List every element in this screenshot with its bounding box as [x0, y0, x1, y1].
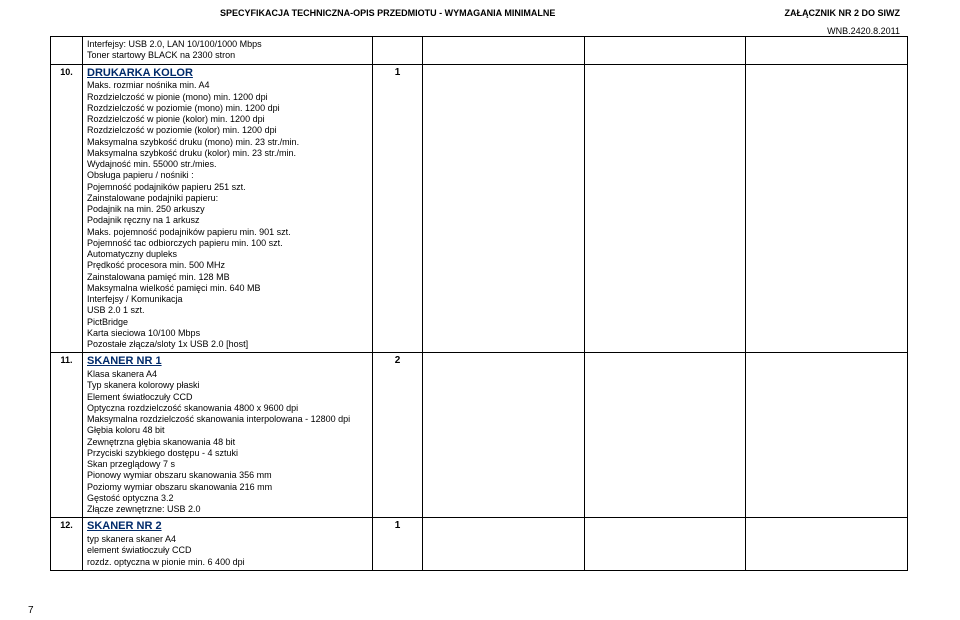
description-line: Toner startowy BLACK na 2300 stron	[87, 50, 368, 61]
row-empty-cell	[423, 64, 585, 353]
row-empty-cell	[584, 518, 746, 571]
description-line: Zainstalowane podajniki papieru:	[87, 193, 368, 204]
description-line: Maksymalna szybkość druku (kolor) min. 2…	[87, 148, 368, 159]
row-qty-cell: 1	[373, 518, 423, 571]
row-description-cell: SKANER NR 1Klasa skanera A4Typ skanera k…	[83, 353, 373, 518]
description-line: Maksymalna rozdzielczość skanowania inte…	[87, 414, 368, 425]
row-empty-cell	[746, 518, 908, 571]
row-number-cell	[51, 37, 83, 65]
description-line: Maksymalna wielkość pamięci min. 640 MB	[87, 283, 368, 294]
description-line: Poziomy wymiar obszaru skanowania 216 mm	[87, 482, 368, 493]
row-qty-cell	[373, 37, 423, 65]
description-line: Podajnik na min. 250 arkuszy	[87, 204, 368, 215]
description-line: Wydajność min. 55000 str./mies.	[87, 159, 368, 170]
section-title: SKANER NR 2	[87, 520, 368, 534]
table-row: 11.SKANER NR 1Klasa skanera A4Typ skaner…	[51, 353, 908, 518]
row-empty-cell	[746, 353, 908, 518]
description-line: Interfejsy / Komunikacja	[87, 294, 368, 305]
description-line: Głębia koloru 48 bit	[87, 425, 368, 436]
row-empty-cell	[584, 37, 746, 65]
row-qty-cell: 2	[373, 353, 423, 518]
description-line: Rozdzielczość w poziomie (kolor) min. 12…	[87, 125, 368, 136]
description-line: Pionowy wymiar obszaru skanowania 356 mm	[87, 470, 368, 481]
header-left: SPECYFIKACJA TECHNICZNA-OPIS PRZEDMIOTU …	[220, 8, 555, 18]
row-description-cell: DRUKARKA KOLORMaks. rozmiar nośnika min.…	[83, 64, 373, 353]
table-row: 10.DRUKARKA KOLORMaks. rozmiar nośnika m…	[51, 64, 908, 353]
description-line: Maksymalna szybkość druku (mono) min. 23…	[87, 137, 368, 148]
row-empty-cell	[584, 64, 746, 353]
description-line: Optyczna rozdzielczość skanowania 4800 x…	[87, 403, 368, 414]
description-line: Rozdzielczość w pionie (kolor) min. 1200…	[87, 114, 368, 125]
row-description-cell: SKANER NR 2typ skanera skaner A4element …	[83, 518, 373, 571]
description-line: Pojemność podajników papieru 251 szt.	[87, 182, 368, 193]
row-qty-cell: 1	[373, 64, 423, 353]
row-number-cell: 10.	[51, 64, 83, 353]
description-line: Karta sieciowa 10/100 Mbps	[87, 328, 368, 339]
row-description-cell: Interfejsy: USB 2.0, LAN 10/100/1000 Mbp…	[83, 37, 373, 65]
spec-table: Interfejsy: USB 2.0, LAN 10/100/1000 Mbp…	[50, 36, 908, 571]
description-line: Automatyczny dupleks	[87, 249, 368, 260]
row-empty-cell	[423, 353, 585, 518]
row-number-cell: 12.	[51, 518, 83, 571]
description-line: Pojemność tac odbiorczych papieru min. 1…	[87, 238, 368, 249]
description-line: Element światłoczuły CCD	[87, 392, 368, 403]
description-line: Typ skanera kolorowy płaski	[87, 380, 368, 391]
description-line: Pozostałe złącza/sloty 1x USB 2.0 [host]	[87, 339, 368, 350]
section-title: DRUKARKA KOLOR	[87, 67, 368, 81]
description-line: Rozdzielczość w poziomie (mono) min. 120…	[87, 103, 368, 114]
description-line: Zewnętrzna głębia skanowania 48 bit	[87, 437, 368, 448]
description-line: Gęstość optyczna 3.2	[87, 493, 368, 504]
description-line: Zainstalowana pamięć min. 128 MB	[87, 272, 368, 283]
description-line: typ skanera skaner A4	[87, 534, 368, 545]
description-line: USB 2.0 1 szt.	[87, 305, 368, 316]
header-right: ZAŁĄCZNIK NR 2 DO SIWZ	[785, 8, 901, 18]
section-title: SKANER NR 1	[87, 355, 368, 369]
row-empty-cell	[584, 353, 746, 518]
row-number-cell: 11.	[51, 353, 83, 518]
row-empty-cell	[746, 37, 908, 65]
table-row: Interfejsy: USB 2.0, LAN 10/100/1000 Mbp…	[51, 37, 908, 65]
description-line: Złącze zewnętrzne: USB 2.0	[87, 504, 368, 515]
table-row: 12.SKANER NR 2typ skanera skaner A4eleme…	[51, 518, 908, 571]
page-number: 7	[28, 605, 34, 616]
description-line: element światłoczuły CCD	[87, 545, 368, 556]
description-line: Podajnik ręczny na 1 arkusz	[87, 215, 368, 226]
header-date: WNB.2420.8.2011	[827, 26, 900, 36]
description-line: Obsługa papieru / nośniki :	[87, 170, 368, 181]
row-empty-cell	[423, 37, 585, 65]
description-line: Rozdzielczość w pionie (mono) min. 1200 …	[87, 92, 368, 103]
row-empty-cell	[746, 64, 908, 353]
description-line: Interfejsy: USB 2.0, LAN 10/100/1000 Mbp…	[87, 39, 368, 50]
description-line: Skan przeglądowy 7 s	[87, 459, 368, 470]
spec-table-wrap: Interfejsy: USB 2.0, LAN 10/100/1000 Mbp…	[50, 36, 908, 571]
row-empty-cell	[423, 518, 585, 571]
description-line: Maks. pojemność podajników papieru min. …	[87, 227, 368, 238]
description-line: Prędkość procesora min. 500 MHz	[87, 260, 368, 271]
description-line: Klasa skanera A4	[87, 369, 368, 380]
description-line: PictBridge	[87, 317, 368, 328]
description-line: rozdz. optyczna w pionie min. 6 400 dpi	[87, 557, 368, 568]
description-line: Przyciski szybkiego dostępu - 4 sztuki	[87, 448, 368, 459]
description-line: Maks. rozmiar nośnika min. A4	[87, 80, 368, 91]
